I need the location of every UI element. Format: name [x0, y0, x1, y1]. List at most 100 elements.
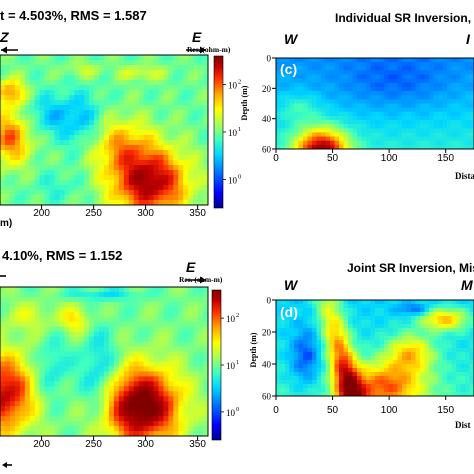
panel-a-heatmap-cell [59, 70, 65, 76]
panel-b-heatmap [0, 287, 208, 436]
panel-a-heatmap-cell [104, 90, 110, 96]
panel-b-heatmap-cell [69, 316, 75, 323]
panel-d-heatmap-cell [339, 360, 345, 365]
panel-b-heatmap-cell [74, 431, 80, 436]
panel-b-heatmap-cell [108, 386, 115, 392]
panel-a-heatmap-cell [69, 150, 75, 156]
panel-a-heatmap-cell [29, 105, 36, 111]
panel-c-heatmap-cell [361, 62, 367, 67]
panel-c-heatmap-cell [465, 74, 471, 80]
panel-d-heatmap-cell [334, 388, 340, 393]
panel-a-heatmap-cell [49, 75, 56, 81]
panel-a-heatmap-cell [9, 90, 16, 96]
panel-a-heatmap-cell [148, 140, 155, 146]
panel-d-heatmap-cell [433, 360, 439, 365]
panel-c-heatmap-cell [307, 82, 313, 88]
panel-d-heatmap-cell [289, 372, 295, 377]
panel-c-heatmap-cell [366, 136, 372, 142]
panel-c-heatmap-cell [406, 66, 412, 72]
panel-a-heatmap-cell [173, 105, 179, 111]
panel-b-heatmap-cell [44, 356, 51, 363]
panel-c-heatmap-cell [375, 107, 381, 113]
panel-a-heatmap-cell [128, 175, 135, 181]
panel-b-heatmap-cell [143, 396, 150, 402]
panel-d-heatmap-cell [330, 320, 336, 325]
panel-d-heatmap-cell [456, 392, 462, 396]
panel-b-heatmap-cell [198, 421, 204, 427]
panel-c-heatmap-cell [316, 58, 322, 63]
panel-a-heatmap-cell [113, 200, 120, 205]
panel-a-heatmap-cell [188, 125, 194, 131]
panel-b-heatmap-cell [168, 346, 174, 353]
panel-a-heatmap-cell [29, 100, 36, 106]
panel-b-heatmap-cell [89, 391, 95, 397]
panel-a-heatmap-cell [4, 155, 11, 161]
panel-b-heatmap-cell [163, 311, 169, 318]
panel-b-heatmap-cell [118, 287, 125, 293]
panel-b-heatmap-cell [34, 416, 41, 422]
panel-b-heatmap-cell [198, 361, 204, 368]
panel-b-heatmap-cell [4, 371, 11, 377]
panel-c-heatmap-cell [348, 66, 354, 72]
panel-b-heatmap-cell [44, 331, 51, 338]
panel-b-heatmap-cell [14, 431, 21, 436]
panel-c-heatmap-cell [343, 132, 349, 138]
panel-d-heatmap-cell [316, 324, 322, 329]
panel-b-heatmap-cell [143, 301, 150, 308]
panel-a-heatmap-cell [34, 70, 41, 76]
panel-d-heatmap-cell [438, 352, 444, 357]
panel-c-heatmap-cell [402, 144, 408, 149]
panel-c-heatmap-cell [352, 136, 358, 142]
panel-a-heatmap-cell [64, 75, 70, 81]
panel-d-heatmap-cell [402, 336, 408, 341]
panel-c-heatmap-cell [330, 91, 336, 96]
panel-b-heatmap-cell [14, 406, 21, 412]
panel-d-heatmap-cell [424, 332, 430, 337]
panel-b-heatmap-cell [24, 416, 31, 422]
panel-d-heatmap-cell [334, 356, 340, 361]
panel-a-heatmap-cell [59, 145, 65, 151]
panel-b-heatmap-cell [173, 421, 179, 427]
panel-a-heatmap-cell [64, 185, 70, 191]
panel-c-heatmap-cell [429, 62, 435, 67]
panel-b-heatmap-cell [113, 316, 120, 323]
panel-a-heatmap-cell [84, 140, 90, 146]
panel-c-heatmap-cell [285, 120, 291, 125]
panel-a-heatmap-cell [69, 125, 75, 131]
panel-a-heatmap-cell [0, 130, 6, 136]
panel-a-heatmap-cell [193, 190, 199, 196]
panel-c-heatmap-cell [402, 132, 408, 138]
panel-c-heatmap-cell [442, 115, 448, 121]
panel-c-heatmap-cell [424, 82, 430, 88]
panel-c-heatmap-cell [325, 86, 331, 92]
panel-a-heatmap-cell [79, 150, 85, 156]
panel-a-heatmap-cell [104, 75, 110, 81]
panel-b-heatmap-cell [104, 366, 110, 373]
panel-b-heatmap-cell [79, 376, 85, 382]
panel-c-heatmap-cell [384, 132, 390, 138]
panel-b-heatmap-cell [54, 406, 61, 412]
panel-d-heatmap-cell [393, 324, 399, 329]
panel-b-heatmap-cell [29, 316, 36, 323]
panel-b-heatmap-cell [49, 326, 56, 333]
panel-a-heatmap-cell [44, 175, 51, 181]
panel-a-heatmap-cell [39, 150, 46, 156]
panel-d-heatmap-cell [298, 320, 304, 325]
panel-c-heatmap-cell [388, 128, 394, 134]
panel-d-heatmap-cell [429, 300, 435, 305]
panel-d-heatmap-cell [339, 308, 345, 313]
panel-b-heatmap-cell [4, 291, 11, 298]
panel-d-heatmap-cell [294, 324, 300, 329]
panel-a-heatmap-cell [153, 195, 160, 201]
panel-b-heatmap-cell [168, 426, 174, 432]
panel-c-heatmap-cell [388, 115, 394, 121]
panel-a-heatmap-cell [113, 155, 120, 161]
panel-b-heatmap-cell [143, 341, 150, 348]
panel-c-heatmap-cell [433, 58, 439, 63]
panel-b-heatmap-cell [74, 386, 80, 392]
panel-a-heatmap-cell [143, 120, 150, 126]
panel-b-heatmap-cell [49, 316, 56, 323]
panel-d-heatmap-cell [280, 348, 286, 353]
panel-d-heatmap-cell [469, 392, 474, 396]
panel-d-heatmap-cell [424, 356, 430, 361]
